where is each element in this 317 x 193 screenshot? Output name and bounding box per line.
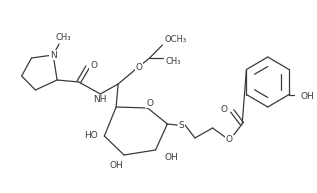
- Text: OCH₃: OCH₃: [165, 36, 186, 45]
- Text: O: O: [90, 60, 97, 69]
- Text: NH: NH: [93, 96, 106, 104]
- Text: N: N: [50, 51, 56, 59]
- Text: OH: OH: [301, 92, 315, 101]
- Text: S: S: [178, 120, 184, 130]
- Text: OH: OH: [165, 153, 178, 163]
- Text: O: O: [135, 63, 142, 71]
- Text: HO: HO: [84, 131, 97, 141]
- Text: OH: OH: [109, 162, 123, 170]
- Text: O: O: [146, 98, 153, 108]
- Text: O: O: [221, 104, 228, 113]
- Text: O: O: [226, 135, 233, 145]
- Text: CH₃: CH₃: [165, 58, 181, 67]
- Text: CH₃: CH₃: [55, 34, 71, 42]
